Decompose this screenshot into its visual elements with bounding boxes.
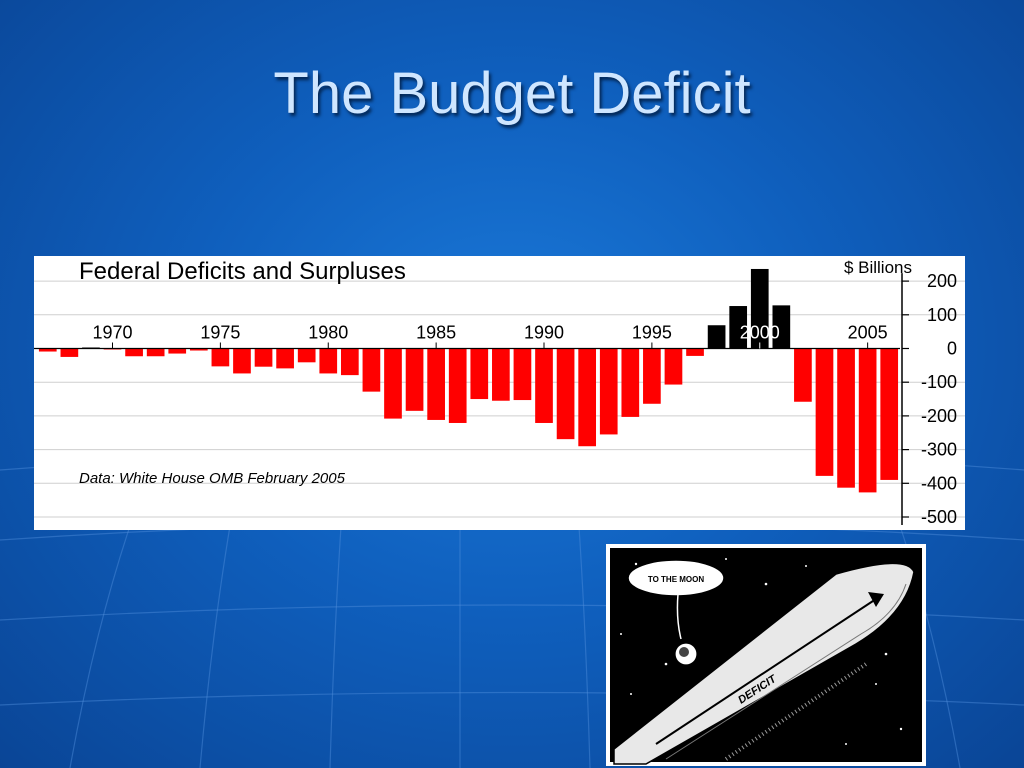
deficit-bar (513, 348, 532, 401)
y-tick-label: -200 (921, 406, 957, 426)
deficit-bar (168, 348, 187, 354)
deficit-bar (556, 348, 575, 440)
deficit-bar (125, 348, 143, 357)
y-tick-label: -300 (921, 440, 957, 460)
rocket-icon: DEFICIT (613, 562, 915, 765)
y-tick-label: 100 (927, 305, 957, 325)
deficit-bar (189, 348, 208, 351)
deficit-bar (38, 348, 57, 352)
chart-title: Federal Deficits and Surpluses (79, 258, 406, 285)
deficit-chart-svg: Federal Deficits and Surpluses $ Billion… (34, 258, 965, 527)
deficit-bar (470, 348, 489, 400)
deficit-bar (233, 348, 251, 374)
y-tick-label: -400 (921, 473, 957, 493)
deficit-bar (362, 348, 381, 392)
surplus-bar (772, 305, 791, 349)
speech-bubble: TO THE MOON (627, 559, 725, 640)
deficit-bar (319, 348, 338, 374)
y-tick-label: -100 (921, 372, 957, 392)
surplus-bar (750, 268, 769, 349)
x-tick-label: 1995 (632, 323, 672, 343)
deficit-bar (448, 348, 467, 423)
deficit-rocket-cartoon: DEFICIT TO THE MOON (606, 544, 926, 766)
deficit-bar (60, 348, 79, 357)
deficit-bar (686, 348, 704, 356)
x-tick-label: 2005 (848, 323, 888, 343)
deficit-bar (211, 348, 230, 367)
deficit-bar (535, 348, 553, 423)
deficit-bar (664, 348, 683, 385)
deficit-bar (405, 348, 424, 411)
deficit-bar (599, 348, 618, 435)
speech-bubble-text: TO THE MOON (648, 575, 705, 584)
chart-bars (34, 268, 900, 493)
deficit-bar (297, 348, 316, 363)
deficit-bar (794, 348, 812, 402)
y-tick-label: 0 (947, 339, 957, 359)
deficit-bar (880, 348, 899, 480)
x-tick-label: 1985 (416, 323, 456, 343)
deficit-bar (621, 348, 640, 417)
y-tick-label: 200 (927, 271, 957, 291)
deficit-chart: Federal Deficits and Surpluses $ Billion… (34, 256, 965, 530)
x-axis-ticks: 1970 1975 1980 1985 1990 1995 2000 2005 (92, 323, 888, 349)
x-tick-label: 1980 (308, 323, 348, 343)
deficit-bar (384, 348, 402, 419)
deficit-bar (643, 348, 661, 404)
deficit-bar (254, 348, 273, 367)
deficit-bar (492, 348, 510, 401)
astronaut-icon (674, 642, 698, 666)
y-axis: 200 100 0 -100 -200 -300 -400 -500 (901, 271, 957, 527)
deficit-bar (815, 348, 834, 476)
x-tick-label: 2000 (740, 323, 780, 343)
surplus-bar (729, 306, 748, 349)
deficit-bar (427, 348, 445, 420)
data-source-note: Data: White House OMB February 2005 (79, 470, 346, 487)
deficit-bar (276, 348, 294, 369)
x-tick-label: 1990 (524, 323, 564, 343)
x-tick-label: 1975 (200, 323, 240, 343)
deficit-bar (578, 348, 597, 447)
x-tick-label: 1970 (92, 323, 132, 343)
deficit-bar (858, 348, 877, 493)
deficit-bar (340, 348, 359, 376)
y-tick-label: -500 (921, 507, 957, 527)
slide-title: The Budget Deficit (273, 61, 751, 126)
surplus-bar (707, 325, 726, 349)
y-axis-unit-label: $ Billions (844, 258, 912, 277)
deficit-bar (837, 348, 855, 488)
deficit-bar (146, 348, 165, 357)
